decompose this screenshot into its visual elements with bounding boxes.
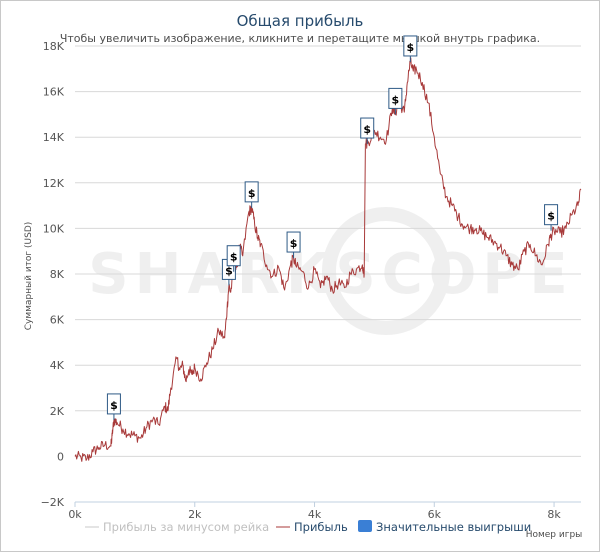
- marker-box: [388, 87, 403, 109]
- big-win-marker[interactable]: $: [388, 87, 403, 115]
- marker-label: $: [230, 251, 238, 264]
- y-tick-label: 12K: [43, 177, 65, 190]
- big-win-marker[interactable]: $: [244, 181, 259, 208]
- watermark-scope-icon: [322, 207, 450, 335]
- legend[interactable]: Прибыль за минусом рейка Прибыль Значитель…: [85, 520, 531, 534]
- legend-label: Прибыль за минусом рейка: [103, 520, 269, 534]
- y-tick-label: 0: [57, 450, 64, 463]
- y-tick-label: 4K: [50, 359, 65, 372]
- series-layer: [74, 57, 582, 462]
- x-tick-label: 4k: [308, 508, 322, 521]
- legend-label: Прибыль: [294, 520, 348, 534]
- legend-box-swatch: [358, 520, 372, 532]
- y-axis-label: Суммарный итог (USD): [24, 222, 34, 331]
- x-axis-ticks: 0k 2k 4k 6k 8k: [68, 502, 561, 521]
- watermark: SHARKSCOPE: [88, 207, 568, 335]
- y-tick-label: 2K: [50, 405, 65, 418]
- y-tick-label: 18K: [43, 40, 65, 53]
- big-win-marker[interactable]: $: [226, 245, 241, 272]
- legend-item[interactable]: Прибыль: [276, 520, 348, 534]
- big-win-marker[interactable]: $: [403, 35, 418, 62]
- marker-box: [226, 245, 241, 267]
- big-win-marker[interactable]: $: [286, 231, 301, 259]
- big-win-marker[interactable]: $: [360, 117, 375, 145]
- marker-box: [360, 117, 375, 139]
- legend-label: Значительные выигрыши: [376, 520, 531, 534]
- marker-box: [106, 393, 121, 415]
- marker-label: $: [110, 399, 118, 412]
- x-tick-label: 0k: [68, 508, 82, 521]
- x-tick-label: 6k: [428, 508, 442, 521]
- marker-label: $: [363, 123, 371, 136]
- x-tick-label: 8k: [547, 508, 561, 521]
- y-tick-label: 8K: [50, 268, 65, 281]
- series-line-profit[interactable]: [74, 57, 582, 462]
- chart-title: Общая прибыль: [237, 12, 364, 30]
- y-tick-label: 6K: [50, 314, 65, 327]
- marker-label: $: [248, 187, 256, 200]
- marker-label: $: [290, 237, 298, 250]
- y-axis-ticks: −2K 0 2K 4K 6K 8K 10K 12K 14K 16K 18K: [41, 40, 65, 509]
- y-tick-label: 16K: [43, 86, 65, 99]
- marker-box: [403, 35, 418, 57]
- marker-label: $: [392, 93, 400, 106]
- legend-item[interactable]: Прибыль за минусом рейка: [85, 520, 269, 534]
- marker-box: [286, 231, 301, 253]
- y-tick-label: −2K: [41, 496, 65, 509]
- big-win-marker[interactable]: $: [106, 393, 121, 420]
- x-axis-label: Номер игры: [526, 530, 583, 540]
- marker-label: $: [547, 210, 555, 223]
- big-win-marker[interactable]: $: [544, 204, 559, 231]
- big-win-markers: $$$$$$$$$: [106, 35, 559, 420]
- x-tick-label: 2k: [188, 508, 202, 521]
- marker-box: [544, 204, 559, 226]
- chart-subtitle: Чтобы увеличить изображение, кликните и …: [60, 32, 540, 45]
- marker-label: $: [225, 264, 233, 277]
- grid: [75, 45, 581, 503]
- y-tick-label: 14K: [43, 131, 65, 144]
- marker-label: $: [407, 41, 415, 54]
- y-tick-label: 10K: [43, 222, 65, 235]
- legend-item[interactable]: Значительные выигрыши: [358, 520, 531, 534]
- marker-box: [244, 181, 259, 203]
